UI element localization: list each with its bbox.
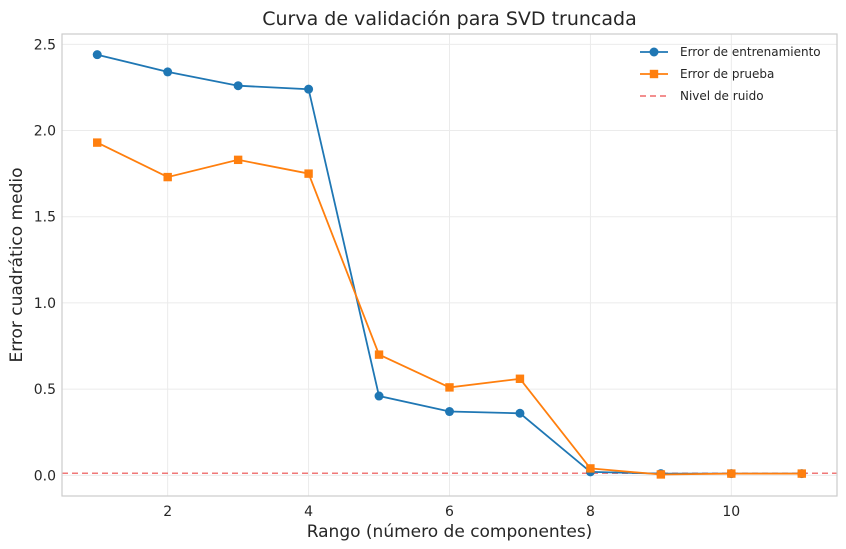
y-tick-label: 0.5 [34, 382, 56, 398]
test-error-point [656, 470, 666, 479]
test-error-point [163, 172, 172, 182]
y-tick-label: 2.0 [34, 124, 56, 140]
y-axis-label: Error cuadrático medio [7, 167, 27, 362]
test-error-point [515, 374, 525, 383]
x-tick-label: 4 [304, 504, 313, 520]
y-tick-label: 0.0 [34, 468, 56, 484]
train-error-point [445, 407, 454, 417]
grid [62, 34, 837, 496]
x-tick-label: 2 [163, 504, 172, 520]
x-axis-label: Rango (número de componentes) [307, 522, 593, 542]
test-error-point [93, 138, 102, 147]
x-tick-label: 10 [722, 504, 740, 520]
legend-marker-train [649, 47, 659, 57]
train-error-point [374, 391, 384, 401]
x-tick-label: 6 [445, 504, 454, 520]
test-error-point [445, 383, 454, 392]
train-error-point [233, 81, 243, 91]
test-error-point [374, 350, 384, 359]
x-tick-label: 8 [586, 504, 595, 520]
y-tick-label: 2.5 [34, 37, 56, 53]
legend-label-test: Error de prueba [680, 67, 774, 81]
test-error-point [586, 464, 595, 473]
series-layer [92, 50, 807, 479]
y-tick-label: 1.5 [34, 210, 56, 226]
train-error-point [163, 67, 173, 77]
test-error-point [233, 155, 243, 165]
train-error-point [92, 50, 102, 60]
train-error-point [304, 84, 314, 94]
plot-frame [61, 33, 838, 497]
legend-item-test: Error de prueba [640, 67, 774, 81]
legend-item-noise: Nivel de ruido [640, 89, 764, 103]
test-error-point [727, 469, 736, 478]
test-error-point [304, 169, 313, 178]
axis-ticks: 2 4 6 8 10 0.0 0.5 1.0 1.5 2.0 2.5 [34, 37, 740, 520]
train-error-point [515, 408, 525, 418]
legend-marker-test [649, 69, 659, 79]
legend-label-train: Error de entrenamiento [680, 45, 821, 59]
y-tick-label: 1.0 [34, 296, 56, 312]
legend-item-train: Error de entrenamiento [640, 45, 821, 59]
legend-label-noise: Nivel de ruido [680, 89, 764, 103]
legend: Error de entrenamiento Error de prueba N… [640, 45, 821, 103]
chart-title: Curva de validación para SVD truncada [262, 8, 636, 30]
test-error-point [797, 469, 806, 478]
